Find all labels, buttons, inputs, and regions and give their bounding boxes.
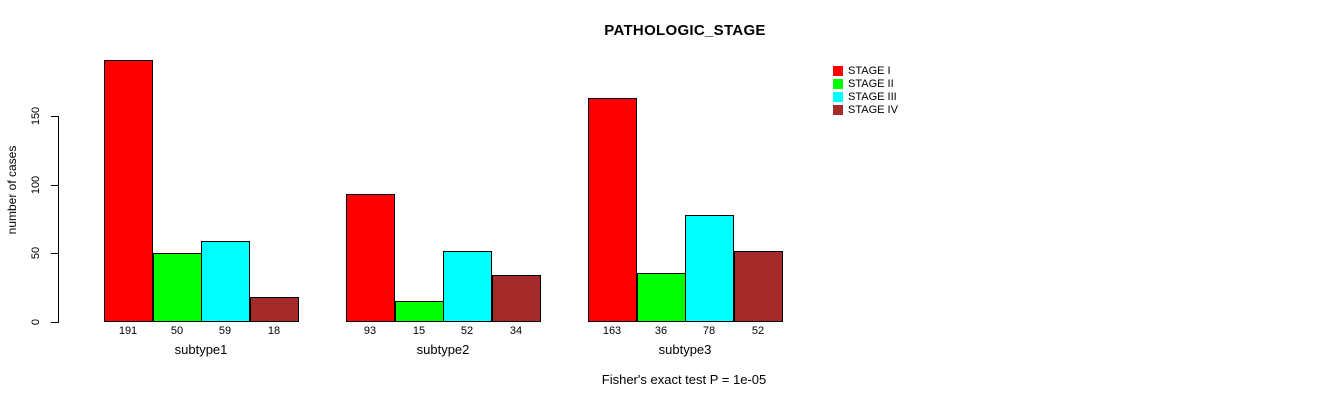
bar-subtype1-stage-iv: [250, 297, 299, 322]
y-tick-label: 50: [30, 246, 42, 260]
bar-subtype2-stage-iv: [492, 275, 541, 322]
y-axis-tick: [51, 322, 58, 323]
legend-swatch-stage-iii: [833, 91, 843, 102]
bar-value-label: 78: [702, 325, 716, 337]
bar-value-label: 50: [170, 325, 184, 337]
legend-swatch-stage-iv: [833, 104, 843, 115]
bar-subtype1-stage-iii: [201, 241, 250, 322]
legend-label: STAGE IV: [848, 103, 898, 116]
legend-label: STAGE I: [848, 64, 891, 77]
y-tick-label: 100: [30, 175, 42, 195]
bar-value-label: 18: [267, 325, 281, 337]
legend: STAGE I STAGE II STAGE III STAGE IV: [833, 64, 898, 116]
chart-title: PATHOLOGIC_STAGE: [604, 22, 766, 39]
bar-subtype3-stage-ii: [637, 273, 686, 322]
category-label-subtype3: subtype3: [658, 342, 712, 357]
category-label-subtype1: subtype1: [174, 342, 228, 357]
legend-item: STAGE II: [833, 77, 898, 90]
y-tick-label: 0: [30, 318, 42, 326]
y-axis-line: [58, 116, 59, 323]
bar-value-label: 15: [412, 325, 426, 337]
bar-subtype2-stage-iii: [443, 251, 492, 322]
bar-value-label: 36: [654, 325, 668, 337]
bar-subtype2-stage-i: [346, 194, 395, 322]
bar-value-label: 52: [460, 325, 474, 337]
legend-item: STAGE I: [833, 64, 898, 77]
y-axis-tick: [51, 116, 58, 117]
legend-swatch-stage-i: [833, 65, 843, 76]
bar-subtype1-stage-i: [104, 60, 153, 322]
bar-value-label: 191: [118, 325, 138, 337]
bar-value-label: 59: [218, 325, 232, 337]
bar-value-label: 93: [363, 325, 377, 337]
legend-item: STAGE IV: [833, 103, 898, 116]
legend-swatch-stage-ii: [833, 78, 843, 89]
y-axis-tick: [51, 185, 58, 186]
y-tick-label: 150: [30, 106, 42, 126]
legend-label: STAGE II: [848, 77, 894, 90]
legend-label: STAGE III: [848, 90, 897, 103]
bar-subtype3-stage-i: [588, 98, 637, 322]
legend-item: STAGE III: [833, 90, 898, 103]
bar-value-label: 163: [602, 325, 622, 337]
bar-subtype3-stage-iii: [685, 215, 734, 322]
annotation-text: Fisher's exact test P = 1e-05: [601, 372, 767, 387]
bar-value-label: 34: [509, 325, 523, 337]
category-label-subtype2: subtype2: [416, 342, 470, 357]
y-axis-tick: [51, 253, 58, 254]
bar-subtype1-stage-ii: [153, 253, 202, 322]
bar-subtype3-stage-iv: [734, 251, 783, 322]
bar-value-label: 52: [751, 325, 765, 337]
bar-subtype2-stage-ii: [395, 301, 444, 322]
